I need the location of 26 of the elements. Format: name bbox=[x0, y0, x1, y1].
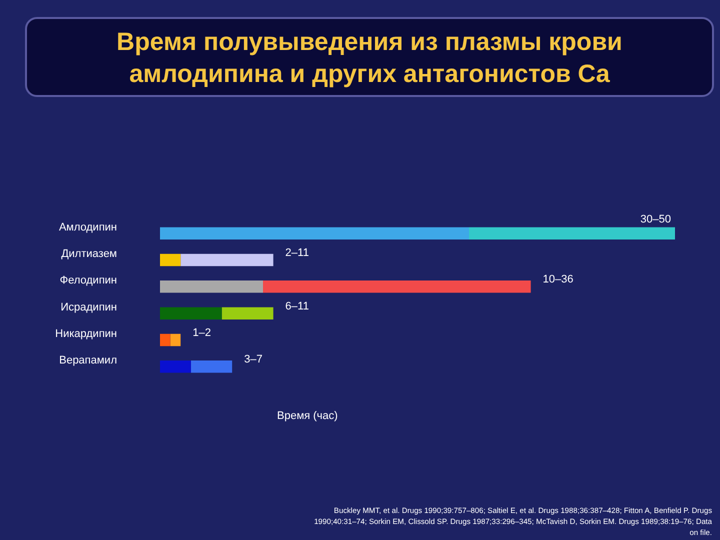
bar bbox=[190, 360, 232, 373]
bar bbox=[160, 307, 222, 320]
bar bbox=[160, 254, 181, 266]
data-label: 30–50 bbox=[640, 213, 671, 226]
data-label: 10–36 bbox=[542, 274, 574, 286]
data-label: 3–7 bbox=[244, 354, 262, 366]
y-tick-label: Фелодипин bbox=[60, 274, 117, 287]
bar bbox=[160, 280, 263, 293]
y-tick-label: Исрадипин bbox=[60, 301, 117, 314]
y-tick-label: Амлодипин bbox=[58, 221, 117, 234]
bar bbox=[180, 254, 274, 266]
bar bbox=[469, 227, 675, 240]
x-axis-title: Время (час) bbox=[277, 410, 338, 422]
bar bbox=[222, 307, 274, 320]
data-label: 6–11 bbox=[285, 300, 309, 312]
bar bbox=[160, 227, 469, 240]
bar bbox=[160, 360, 191, 373]
bar bbox=[160, 334, 170, 346]
y-tick-label: Дилтиазем bbox=[61, 248, 117, 260]
chart-title: Время полувыведения из плазмы крови амлодипина и других антагонистов Ca bbox=[25, 17, 714, 97]
data-label: 1–2 bbox=[192, 327, 211, 340]
bar bbox=[263, 280, 531, 293]
data-label: 2–11 bbox=[285, 247, 309, 260]
y-tick-label: Никардипин bbox=[55, 328, 117, 340]
bar bbox=[170, 334, 181, 346]
y-tick-label: Верапамил bbox=[59, 354, 117, 367]
